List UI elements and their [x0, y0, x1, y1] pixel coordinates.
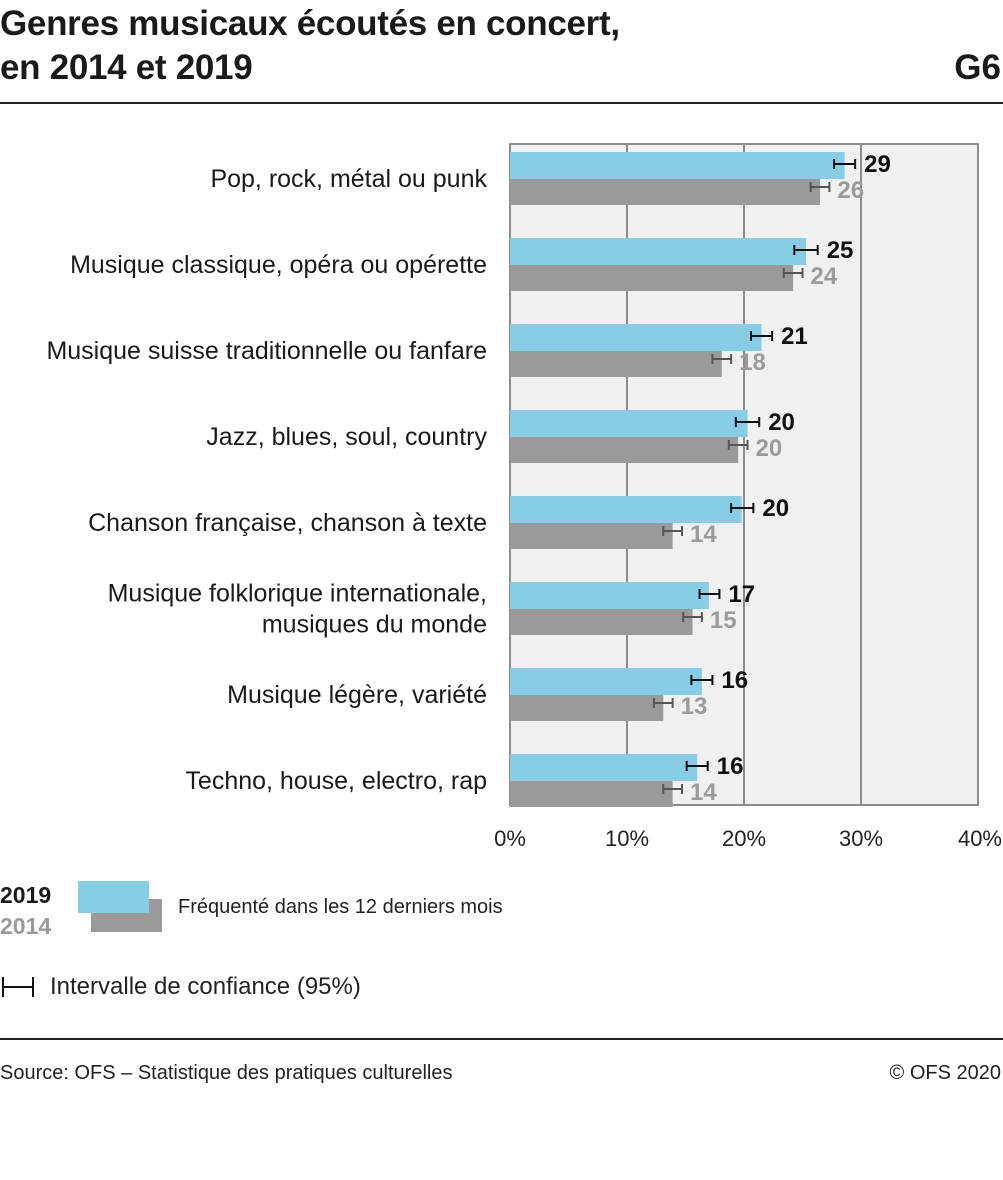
x-tick-label: 40%	[958, 826, 1002, 851]
category-label: Chanson française, chanson à texte	[88, 509, 487, 537]
category-label: Musique folklorique internationale,	[108, 580, 487, 608]
bar-2014	[510, 780, 673, 807]
bar-2019	[510, 754, 698, 781]
value-label-2019: 16	[717, 753, 744, 780]
bar-2014	[510, 608, 693, 635]
value-label-2014: 24	[811, 263, 838, 290]
bar-2014	[510, 522, 673, 549]
value-label-2019: 20	[762, 495, 789, 522]
bar-2014	[510, 264, 794, 291]
category-label: Musique légère, variété	[227, 681, 487, 709]
x-tick-label: 10%	[605, 826, 649, 851]
bar-2019	[510, 582, 709, 609]
bar-2019	[510, 410, 748, 437]
value-label-2019: 25	[827, 237, 854, 264]
value-label-2019: 16	[721, 667, 748, 694]
value-label-2019: 17	[728, 581, 755, 608]
value-label-2014: 26	[837, 177, 864, 204]
bar-2019	[510, 668, 702, 695]
category-label: Pop, rock, métal ou punk	[210, 165, 487, 193]
legend-ci-label: Intervalle de confiance (95%)	[50, 973, 361, 1000]
chart-title: Genres musicaux écoutés en concert, en 2…	[0, 2, 880, 90]
value-label-2019: 29	[864, 151, 891, 178]
legend-swatch-2019	[78, 881, 149, 913]
bar-2019	[510, 152, 845, 179]
chart-title-line-2: en 2014 et 2019	[0, 48, 253, 87]
category-label: musiques du monde	[262, 611, 487, 639]
bar-2014	[510, 694, 664, 721]
value-label-2014: 13	[681, 693, 708, 720]
bar-2014	[510, 436, 739, 463]
bar-2019	[510, 496, 742, 523]
value-label-2014: 20	[756, 435, 783, 462]
x-tick-label: 0%	[494, 826, 526, 851]
value-label-2019: 21	[781, 323, 808, 350]
value-label-2014: 14	[690, 779, 717, 806]
category-label: Jazz, blues, soul, country	[206, 423, 487, 451]
copyright-note: © OFS 2020	[889, 1062, 1001, 1084]
value-label-2014: 15	[710, 607, 737, 634]
category-label: Techno, house, electro, rap	[185, 767, 487, 795]
bar-2014	[510, 178, 821, 205]
category-label: Musique classique, opéra ou opérette	[70, 251, 487, 279]
header-rule	[0, 102, 1003, 104]
footer-rule	[0, 1038, 1003, 1040]
source-note: Source: OFS – Statistique des pratiques …	[0, 1062, 453, 1084]
bar-2019	[510, 238, 807, 265]
value-label-2014: 14	[690, 521, 717, 548]
figure-id: G6	[954, 48, 1001, 87]
bar-2019	[510, 324, 762, 351]
legend-year-2019: 2019	[0, 882, 52, 908]
legend-description: Fréquenté dans les 12 derniers mois	[178, 896, 503, 918]
legend-year-2014: 2014	[0, 913, 52, 939]
x-tick-label: 20%	[722, 826, 766, 851]
chart-title-line-1: Genres musicaux écoutés en concert,	[0, 4, 620, 43]
value-label-2019: 20	[768, 409, 795, 436]
x-tick-label: 30%	[839, 826, 883, 851]
bar-2014	[510, 350, 722, 377]
value-label-2014: 18	[739, 349, 766, 376]
category-label: Musique suisse traditionnelle ou fanfare	[46, 337, 487, 365]
